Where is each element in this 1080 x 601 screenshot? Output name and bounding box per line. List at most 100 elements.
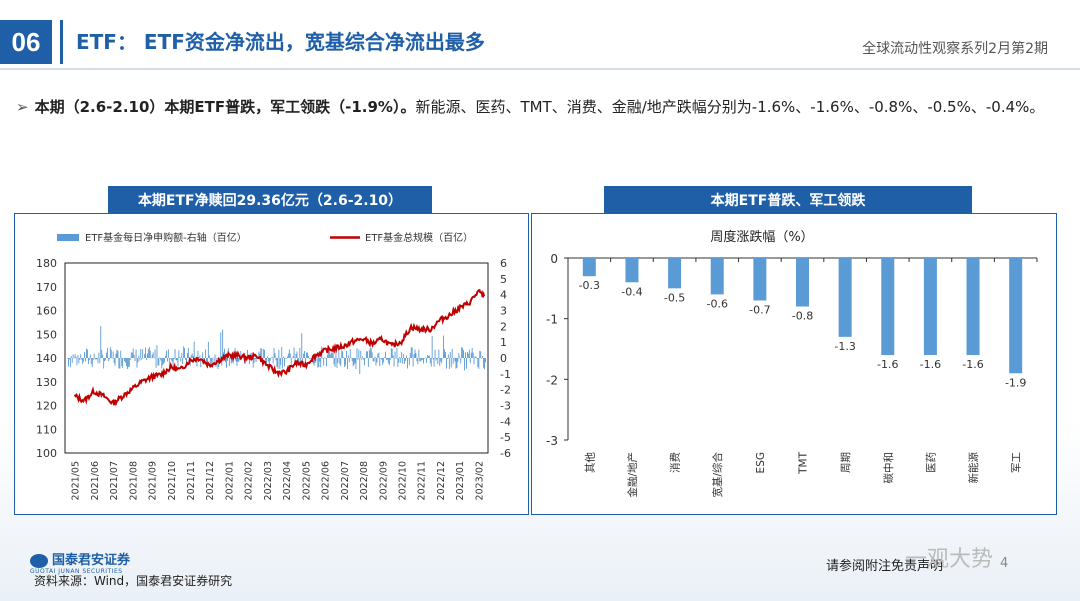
flow-bar <box>140 349 142 358</box>
flow-bar <box>204 358 205 360</box>
flow-bar <box>74 354 76 358</box>
flow-bar <box>432 358 434 360</box>
flow-bar <box>322 358 324 359</box>
flow-bar <box>247 349 248 358</box>
flow-bar <box>158 358 160 366</box>
category-label: 宽基/综合 <box>711 452 724 498</box>
flow-bar <box>92 358 94 360</box>
flow-bar <box>377 353 379 358</box>
flow-bar <box>172 358 174 368</box>
flow-bar <box>328 349 330 358</box>
flow-bar <box>430 358 432 367</box>
flow-bar <box>171 358 173 362</box>
flow-bar <box>338 348 340 358</box>
flow-bar <box>436 358 438 359</box>
x-tick-label: 2022/02 <box>244 461 255 500</box>
flow-bar <box>389 358 391 360</box>
flow-bar <box>306 352 307 358</box>
flow-bar <box>147 353 148 358</box>
flow-bar <box>75 356 77 358</box>
flow-bar <box>202 352 204 358</box>
flow-bar <box>485 358 486 363</box>
flow-bar <box>110 349 112 358</box>
flow-bar <box>476 358 478 359</box>
flow-bar <box>326 358 327 367</box>
flow-bar <box>284 358 285 367</box>
flow-bar <box>471 347 473 358</box>
flow-bar <box>421 358 423 361</box>
flow-bar <box>287 353 289 358</box>
flow-bar <box>210 358 212 366</box>
flow-bar <box>144 354 145 358</box>
flow-bar <box>276 358 278 367</box>
flow-bar <box>217 358 219 369</box>
flow-bar <box>349 349 351 358</box>
flow-bar <box>340 358 342 367</box>
flow-bar <box>141 358 143 360</box>
flow-bar <box>101 350 103 358</box>
bar <box>966 258 980 356</box>
flow-bar <box>427 355 428 358</box>
flow-bar <box>464 358 465 371</box>
category-label: TMT <box>798 451 810 474</box>
flow-bar <box>374 356 376 358</box>
flow-bar <box>198 357 200 358</box>
flow-bar <box>428 355 430 358</box>
flow-bar <box>434 349 436 358</box>
flow-bar <box>367 351 368 358</box>
flow-bar <box>460 358 462 364</box>
flow-bar <box>259 353 261 358</box>
flow-bar <box>267 356 268 358</box>
flow-bar <box>89 354 91 358</box>
flow-bar <box>105 358 106 361</box>
flow-bar <box>367 358 369 367</box>
y-right-tick-label: 5 <box>500 273 507 286</box>
x-tick-label: 2023/01 <box>455 461 466 500</box>
flow-bar <box>313 358 315 366</box>
x-tick-label: 2021/06 <box>90 461 101 500</box>
disclaimer-link[interactable]: 请参阅附注免责声明 <box>826 559 944 574</box>
flow-bar <box>196 358 198 367</box>
flow-bar <box>167 349 169 358</box>
flow-bar <box>214 354 216 358</box>
flow-bar <box>165 355 166 358</box>
flow-bar <box>253 358 255 363</box>
flow-bar <box>289 353 291 358</box>
header-divider <box>0 68 1080 70</box>
flow-bar <box>148 347 150 358</box>
flow-bar <box>346 351 347 358</box>
flow-bar <box>203 358 205 360</box>
x-tick-label: 2022/05 <box>301 461 312 500</box>
flow-bar <box>177 358 179 367</box>
flow-bar <box>230 358 232 364</box>
flow-bar <box>68 358 70 360</box>
flow-bar <box>402 358 404 364</box>
flow-bar <box>156 345 158 358</box>
bullet-arrow-icon: ➢ <box>16 98 29 116</box>
flow-bar <box>238 358 240 362</box>
flow-bar <box>386 358 387 361</box>
flow-bar <box>99 358 101 364</box>
x-tick-label: 2022/10 <box>397 461 408 500</box>
flow-bar <box>467 352 468 358</box>
flow-bar <box>417 358 419 365</box>
flow-bar <box>176 358 178 361</box>
flow-bar <box>283 356 285 358</box>
flow-bar <box>297 358 299 361</box>
flow-bar <box>113 358 115 364</box>
flow-bar <box>80 354 82 358</box>
chart-title: 周度涨跌幅（%） <box>710 229 813 245</box>
legend-label-aum: ETF基金总规模（百亿） <box>365 231 473 244</box>
flow-bar <box>129 358 131 360</box>
flow-bar <box>305 358 306 363</box>
flow-bar <box>363 358 365 360</box>
flow-bar <box>116 349 118 358</box>
x-tick-label: 2022/01 <box>224 461 235 500</box>
x-tick-label: 2022/06 <box>321 461 332 500</box>
flow-bar <box>167 358 168 362</box>
y-left-tick-label: 110 <box>36 423 57 436</box>
flow-bar <box>362 356 364 358</box>
flow-bar <box>67 358 68 359</box>
flow-bar <box>473 358 475 365</box>
flow-bar <box>380 357 382 359</box>
